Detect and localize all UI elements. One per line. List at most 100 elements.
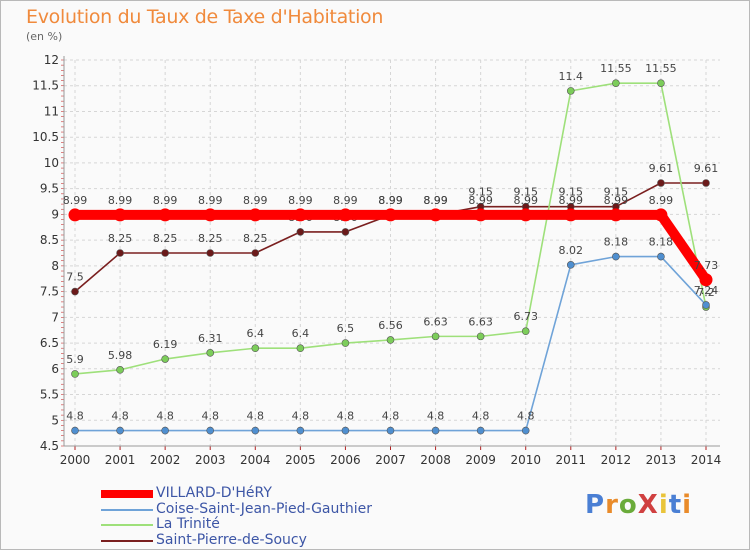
data-point: [248, 208, 262, 222]
data-label: 6.19: [153, 338, 178, 351]
x-tick-label: 2004: [240, 453, 271, 467]
data-point: [251, 344, 260, 353]
legend-swatch-coise: [101, 508, 153, 511]
x-tick-label: 2005: [285, 453, 316, 467]
data-point: [612, 79, 620, 87]
data-label: 5.9: [66, 353, 84, 366]
data-label: 6.31: [198, 332, 223, 345]
x-tick-label: 2007: [375, 453, 406, 467]
logo-letter: X: [637, 490, 659, 520]
data-label: 6.4: [247, 327, 265, 340]
data-point: [116, 366, 124, 374]
data-point: [206, 249, 215, 257]
data-label: 8.99: [423, 194, 448, 207]
data-label: 6.4: [292, 327, 310, 340]
y-tick-label: 10: [44, 156, 59, 170]
data-label: 8.99: [649, 194, 674, 207]
data-point: [699, 273, 713, 287]
data-label: 9.15: [559, 186, 584, 199]
data-point: [431, 332, 440, 341]
data-label: 8.25: [198, 232, 223, 245]
chart-title: Evolution du Taux de Taxe d'Habitation: [26, 6, 384, 28]
data-label: 8.99: [513, 194, 538, 207]
data-label: 8.99: [378, 194, 403, 207]
data-point: [68, 208, 82, 222]
data-point: [386, 336, 395, 344]
data-label: 8.02: [559, 244, 584, 257]
proxiti-logo: ProXiti: [585, 490, 692, 520]
data-point: [251, 426, 260, 435]
x-tick-label: 2008: [420, 453, 451, 467]
data-label: 8.99: [63, 194, 88, 207]
logo-letter: i: [658, 490, 669, 520]
data-label: 9.61: [649, 162, 674, 175]
data-label: 4.8: [156, 410, 174, 423]
data-label: 9.61: [694, 162, 719, 175]
data-point: [612, 252, 620, 261]
data-label: 8.99: [423, 194, 448, 207]
y-tick-label: 7.5: [40, 285, 59, 299]
data-label: 4.8: [111, 410, 129, 423]
data-label: 6.63: [468, 315, 493, 328]
y-tick-label: 9: [51, 207, 59, 221]
data-label: 8.99: [468, 194, 493, 207]
data-point: [296, 228, 305, 236]
data-point: [206, 349, 215, 357]
data-label: 11.4: [559, 70, 584, 83]
data-label: 4.8: [517, 410, 535, 423]
data-point: [566, 87, 575, 95]
data-label: 6.5: [337, 322, 355, 335]
y-tick-label: 7: [51, 310, 59, 324]
legend-label-coise: Coise-Saint-Jean-Pied-Gauthier: [156, 500, 372, 517]
data-point: [71, 370, 79, 378]
legend-label-la-trinite: La Trinité: [156, 516, 220, 532]
data-label: 8.18: [604, 236, 629, 249]
data-label: 8.99: [198, 194, 223, 207]
x-tick-label: 2012: [601, 453, 632, 467]
data-label: 8.99: [288, 194, 313, 207]
data-point: [609, 208, 623, 222]
data-point: [702, 179, 710, 187]
logo-letter: P: [585, 490, 606, 520]
data-point: [296, 344, 305, 353]
data-point: [431, 426, 440, 435]
y-tick-label: 11: [44, 104, 59, 118]
data-label: 7.5: [66, 271, 84, 284]
data-point: [384, 208, 397, 222]
chart-subtitle: (en %): [26, 30, 63, 43]
data-point: [116, 426, 124, 435]
data-point: [429, 208, 443, 222]
data-label: 4.8: [247, 410, 265, 423]
data-label: 8.99: [243, 194, 268, 207]
data-point: [206, 426, 215, 435]
data-point: [519, 208, 533, 222]
y-tick-label: 8: [51, 259, 59, 273]
y-tick-label: 6.5: [40, 336, 59, 350]
data-label: 4.8: [201, 410, 219, 423]
x-tick-label: 2013: [646, 453, 677, 467]
data-label: 11.55: [600, 62, 632, 75]
data-point: [386, 426, 395, 435]
data-label: 8.99: [378, 194, 403, 207]
data-point: [657, 179, 665, 187]
data-point: [474, 208, 488, 222]
legend-swatch-la-trinite: [101, 524, 153, 526]
data-label: 6.63: [423, 315, 448, 328]
data-point: [521, 327, 530, 336]
y-tick-label: 5.5: [40, 388, 59, 402]
x-tick-label: 2000: [60, 453, 91, 467]
y-tick-label: 10.5: [32, 130, 59, 144]
data-label: 8.99: [333, 194, 358, 207]
data-label: 11.55: [645, 62, 677, 75]
data-point: [161, 355, 169, 363]
data-label: 9.15: [468, 186, 493, 199]
data-label: 4.8: [472, 410, 490, 423]
data-point: [338, 208, 352, 222]
data-point: [158, 208, 172, 222]
y-tick-label: 5: [51, 413, 59, 427]
data-label: 6.73: [513, 310, 538, 323]
data-point: [203, 208, 217, 222]
logo-letter: o: [618, 490, 638, 520]
legend-label-villard: VILLARD-D'HéRY: [156, 485, 272, 501]
